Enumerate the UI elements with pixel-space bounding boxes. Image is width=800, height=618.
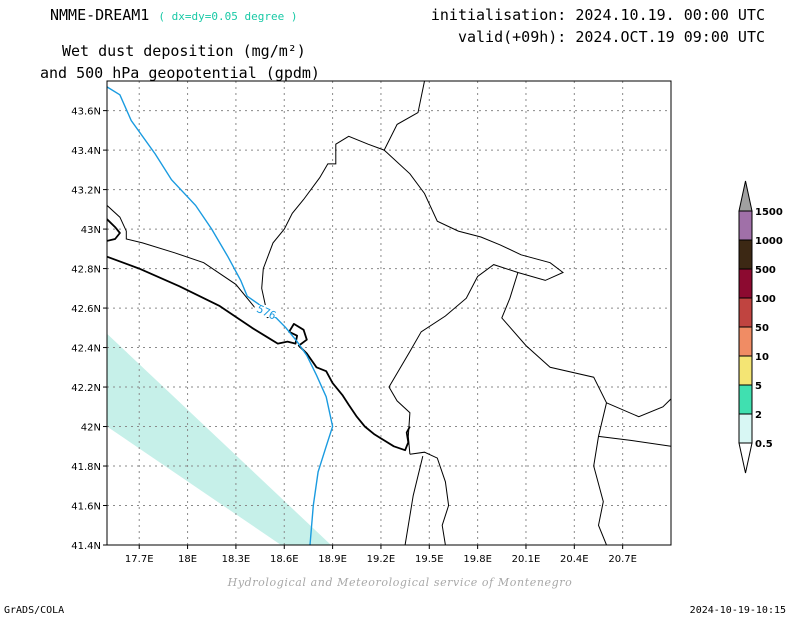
- country-border: [409, 451, 450, 545]
- lon-tick-label: 19.8E: [463, 554, 492, 565]
- lat-tick-label: 43.4N: [71, 146, 101, 157]
- model-name: NMME-DREAM1: [50, 6, 150, 24]
- colorbar-label: 5: [755, 381, 762, 392]
- colorbar-swatch: [738, 239, 753, 270]
- coastline: [107, 218, 121, 242]
- colorbar-label: 100: [755, 294, 776, 305]
- software-credit: GrADS/COLA: [4, 605, 65, 616]
- lon-tick-label: 20.1E: [512, 554, 541, 565]
- colorbar-swatch: [738, 210, 753, 241]
- country-border: [606, 398, 671, 418]
- init-time: initialisation: 2024.10.19. 00:00 UTC: [430, 6, 765, 24]
- plot-frame: [106, 80, 672, 546]
- lon-tick-label: 19.5E: [415, 554, 444, 565]
- country-border: [383, 149, 564, 455]
- colorbar-swatch: [738, 384, 753, 415]
- colorbar-label: 10: [755, 352, 769, 363]
- country-border: [598, 435, 671, 447]
- lat-tick-label: 43.2N: [71, 186, 101, 197]
- lat-tick-label: 41.4N: [71, 541, 101, 552]
- country-border: [501, 272, 608, 545]
- colorbar-label: 0.5: [755, 439, 773, 450]
- model-resolution: ( dx=dy=0.05 degree ): [158, 10, 298, 23]
- lat-tick-label: 41.8N: [71, 462, 101, 473]
- colorbar-label: 50: [755, 323, 769, 334]
- render-timestamp: 2024-10-19-10:15: [689, 605, 786, 616]
- colorbar-swatch: [738, 355, 753, 386]
- lon-tick-label: 17.7E: [125, 554, 154, 565]
- field-title-line2: and 500 hPa geopotential (gpdm): [40, 64, 320, 82]
- lat-tick-label: 43.6N: [71, 107, 101, 118]
- colorbar-label: 500: [755, 265, 776, 276]
- lon-tick-label: 19.2E: [367, 554, 396, 565]
- lat-tick-label: 42.6N: [71, 304, 101, 315]
- lon-tick-label: 18.6E: [270, 554, 299, 565]
- colorbar-swatch: [738, 268, 753, 299]
- country-border: [261, 81, 425, 319]
- lon-tick-label: 18.9E: [318, 554, 347, 565]
- field-title-line1: Wet dust deposition (mg/m²): [62, 42, 306, 60]
- lat-tick-label: 42N: [81, 423, 101, 434]
- colorbar-swatch: [738, 326, 753, 357]
- lat-tick-label: 41.6N: [71, 502, 101, 513]
- colorbar-label: 2: [755, 410, 762, 421]
- colorbar-swatch: [738, 413, 753, 444]
- colorbar-swatch: [738, 297, 753, 328]
- country-border: [107, 205, 269, 319]
- colorbar-label: 1000: [755, 236, 783, 247]
- agency-credit: Hydrological and Meteorological service …: [227, 576, 573, 589]
- lat-tick-label: 42.4N: [71, 344, 101, 355]
- contour-label-bg: [254, 305, 279, 318]
- colorbar-label: 1500: [755, 207, 783, 218]
- lat-tick-label: 43N: [81, 225, 101, 236]
- lat-tick-label: 42.2N: [71, 383, 101, 394]
- lon-tick-label: 20.7E: [608, 554, 637, 565]
- country-border: [404, 455, 424, 545]
- colorbar-top-cap: [738, 180, 753, 212]
- lon-tick-label: 18.3E: [222, 554, 251, 565]
- colorbar-bottom-cap: [738, 442, 753, 474]
- model-title: NMME-DREAM1 ( dx=dy=0.05 degree ): [50, 6, 297, 24]
- lat-tick-label: 42.8N: [71, 265, 101, 276]
- lon-tick-label: 20.4E: [560, 554, 589, 565]
- lon-tick-label: 18E: [178, 554, 197, 565]
- valid-time: valid(+09h): 2024.OCT.19 09:00 UTC: [457, 28, 765, 46]
- deposition-band: [107, 333, 331, 545]
